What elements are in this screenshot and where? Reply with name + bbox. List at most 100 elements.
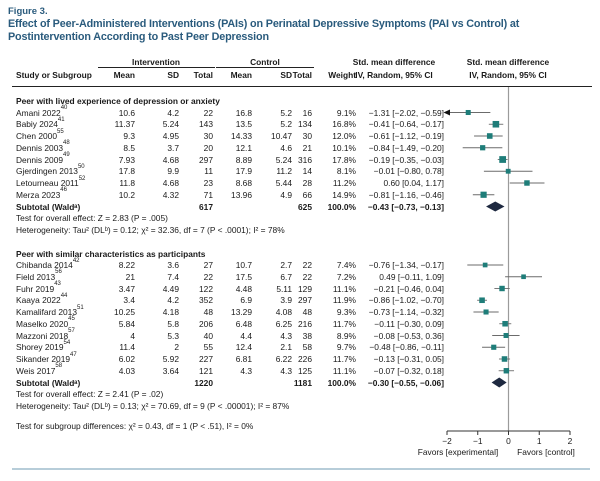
control-sd-value: 11.2: [276, 166, 292, 177]
study-reference-number: 48: [63, 140, 70, 147]
control-total-value: 30: [302, 131, 312, 141]
weight-value: 8.9%: [336, 330, 356, 341]
heterogeneity-stats: Heterogeneity: Tau² (DLᵇ) = 0.12; χ² = 3…: [16, 224, 285, 235]
intervention-total-value: 20: [203, 142, 213, 153]
intervention-total-value: 27: [203, 260, 213, 270]
intervention-mean-value: 17.8: [118, 166, 135, 177]
intervention-sd-value: 3.7: [167, 142, 179, 153]
control-total-value: 38: [302, 330, 312, 341]
study-name: Amani 202240: [16, 105, 68, 118]
intervention-total-value: 11: [204, 166, 213, 177]
study-reference-number: 52: [78, 175, 86, 182]
study-reference-number: 58: [55, 363, 63, 370]
control-mean-value: 14.33: [231, 131, 252, 141]
weight-value: 11.1%: [332, 283, 356, 294]
intervention-mean-value: 10.6: [118, 107, 135, 118]
weight-value: 7.2%: [336, 271, 356, 282]
control-mean-value: 4.4: [240, 330, 252, 341]
study-reference-number: 57: [68, 328, 75, 335]
weight-value: 10.1%: [332, 142, 356, 153]
intervention-sd-value: 4.32: [162, 189, 179, 200]
control-mean-value: 8.89: [235, 154, 252, 165]
control-mean-value: 12.1: [235, 142, 252, 153]
smd-ci-text: −0.86 [−1.02, −0.70]: [368, 295, 444, 306]
study-name: Merza 202346: [16, 187, 67, 200]
figure-label: Figure 3.: [8, 6, 48, 17]
intervention-total-value: 23: [203, 178, 213, 188]
smd-plot-column-subheader: IV, Random, 95% CI: [469, 70, 547, 80]
effect-marker: [524, 180, 530, 186]
control-sd-value: 5.44: [275, 178, 292, 188]
smd-text-column-header: Std. mean difference: [352, 57, 436, 67]
intervention-total-value: 55: [203, 342, 213, 353]
smd-ci-text: −0.21 [−0.46, 0.04]: [373, 283, 444, 294]
study-reference-number: 54: [63, 339, 71, 346]
intervention-total-header: Total: [193, 70, 213, 80]
intervention-sd-header: SD: [167, 70, 179, 80]
effect-marker: [480, 145, 486, 151]
study-column-header: Study or Subgroup: [16, 70, 92, 80]
intervention-total-value: 48: [203, 307, 213, 317]
control-total-header: Total: [292, 70, 312, 80]
overall-effect-test: Test for overall effect: Z = 2.83 (P = .…: [16, 213, 168, 223]
intervention-mean-value: 4.03: [118, 365, 135, 376]
study-name: Dennis 200949: [16, 152, 70, 165]
control-sd-value: 4.3: [280, 330, 292, 341]
intervention-mean-value: 8.22: [118, 260, 135, 270]
effect-marker: [521, 274, 526, 280]
study-name: Mazzoni 201857: [16, 328, 75, 341]
control-mean-value: 8.68: [235, 178, 252, 188]
effect-marker: [491, 344, 497, 350]
study-name: Babiy 202441: [16, 116, 65, 130]
intervention-total-value: 297: [199, 154, 213, 165]
control-sd-value: 4.6: [280, 142, 292, 153]
intervention-underline: [98, 67, 215, 68]
intervention-mean-value: 3.4: [123, 295, 135, 306]
weight-value: 100.0%: [327, 201, 356, 212]
intervention-sd-value: 4.49: [162, 283, 179, 294]
effect-marker: [502, 320, 508, 327]
study-name: Chen 200055: [16, 128, 64, 141]
control-sd-value: 4.08: [275, 307, 292, 317]
smd-text-column-subheader: IV, Random, 95% CI: [355, 70, 433, 80]
control-total-value: 22: [302, 260, 312, 270]
control-mean-value: 10.7: [235, 260, 252, 270]
weight-value: 100.0%: [327, 377, 356, 388]
effect-marker: [492, 120, 500, 128]
intervention-sd-value: 9.9: [167, 166, 179, 177]
weight-value: 11.7%: [332, 318, 356, 329]
study-name: Chibanda 201442: [16, 257, 80, 270]
intervention-total-value: 22: [203, 271, 213, 282]
control-sd-value: 3.9: [280, 295, 292, 306]
study-name: Weis 201758: [16, 363, 63, 376]
study-reference-number: 50: [77, 163, 85, 170]
study-name: Field 201356: [16, 269, 62, 282]
study-reference-number: 41: [57, 116, 65, 123]
control-total-value: 316: [298, 154, 312, 165]
study-reference-number: 42: [72, 257, 80, 264]
subtotal-label: Subtotal (Waldᵃ): [16, 377, 81, 388]
control-total-value: 226: [298, 354, 312, 364]
axis-tick-label: 2: [567, 436, 573, 446]
intervention-sd-value: 5.24: [162, 119, 179, 130]
heterogeneity-stats: Heterogeneity: Tau² (DLᵇ) = 0.13; χ² = 7…: [16, 400, 290, 411]
study-reference-number: 49: [63, 152, 70, 159]
intervention-sd-value: 4.68: [162, 178, 179, 188]
study-reference-number: 47: [70, 351, 77, 358]
intervention-sd-value: 4.2: [167, 295, 179, 306]
weight-value: 12.0%: [332, 131, 356, 141]
control-mean-value: 6.81: [235, 354, 252, 364]
intervention-mean-value: 9.3: [123, 131, 135, 141]
control-mean-value: 13.29: [231, 307, 252, 317]
intervention-total-value: 617: [199, 201, 213, 212]
intervention-total-value: 121: [199, 365, 213, 376]
study-name: Fuhr 201943: [16, 281, 61, 294]
intervention-mean-value: 21: [125, 271, 135, 282]
study-reference-number: 55: [56, 128, 64, 135]
effect-marker: [465, 109, 471, 116]
intervention-total-value: 352: [199, 295, 213, 306]
control-sd-value: 6.25: [275, 318, 292, 329]
control-total-value: 297: [298, 295, 312, 306]
smd-ci-text: −0.76 [−1.34, −0.17]: [368, 260, 444, 270]
study-name: Gjerdingen 201350: [16, 163, 85, 177]
